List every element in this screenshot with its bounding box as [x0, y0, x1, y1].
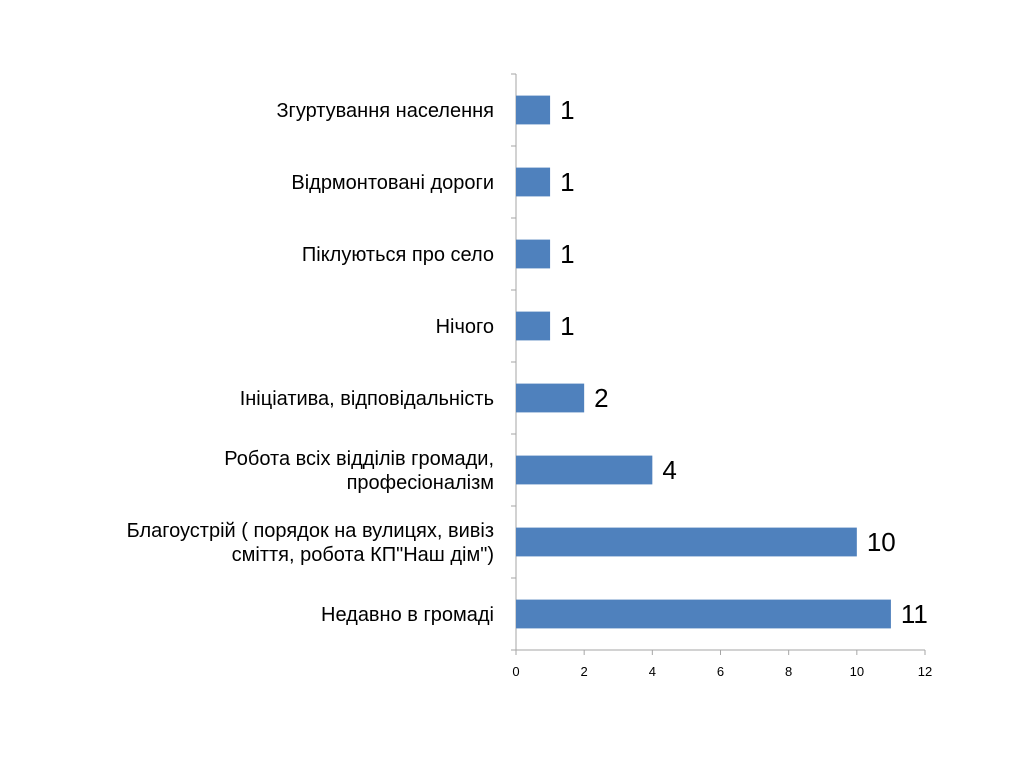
x-tick-label: 4 — [649, 664, 656, 679]
category-label: Недавно в громаді — [321, 604, 494, 626]
category-label-line: Недавно в громаді — [321, 604, 494, 626]
data-label: 1 — [560, 311, 574, 341]
category-label-line: сміття, робота КП"Наш дім") — [232, 544, 494, 566]
bar — [516, 527, 857, 557]
category-label-line: Ініціатива, відповідальність — [240, 388, 494, 410]
bar — [516, 599, 891, 629]
x-tick-label: 8 — [785, 664, 792, 679]
category-label: Робота всіх відділів громади, професіонал… — [224, 448, 494, 494]
category-label-line: професіоналізм — [347, 472, 494, 494]
x-tick-label: 0 — [512, 664, 519, 679]
category-label-line: Нічого — [436, 316, 494, 338]
category-label: Благоустрій ( порядок на вулицях, вивіз с… — [127, 520, 494, 566]
x-tick-label: 12 — [918, 664, 932, 679]
data-label: 10 — [867, 527, 896, 557]
data-label: 1 — [560, 239, 574, 269]
category-label: Ініціатива, відповідальність — [240, 388, 494, 410]
category-label: Згуртування населення — [276, 100, 494, 122]
category-label: Нічого — [436, 316, 494, 338]
category-label-line: Піклуються про село — [302, 244, 494, 266]
bar — [516, 383, 585, 413]
data-label: 1 — [560, 95, 574, 125]
data-label: 2 — [594, 383, 608, 413]
bar — [516, 95, 551, 125]
category-label-line: Благоустрій ( порядок на вулицях, вивіз — [127, 520, 494, 542]
category-label-line: Згуртування населення — [276, 100, 494, 122]
x-tick-label: 6 — [717, 664, 724, 679]
data-label: 11 — [901, 599, 928, 629]
category-label-line: Робота всіх відділів громади, — [224, 448, 494, 470]
category-label: Відрмонтовані дороги — [291, 172, 494, 194]
data-label: 1 — [560, 167, 574, 197]
category-label: Піклуються про село — [302, 244, 494, 266]
x-tick-label: 10 — [850, 664, 864, 679]
data-label: 4 — [662, 455, 676, 485]
category-label-line: Відрмонтовані дороги — [291, 172, 494, 194]
bar — [516, 167, 551, 197]
bar — [516, 455, 653, 485]
bar — [516, 311, 551, 341]
bar — [516, 239, 551, 269]
x-tick-label: 2 — [581, 664, 588, 679]
